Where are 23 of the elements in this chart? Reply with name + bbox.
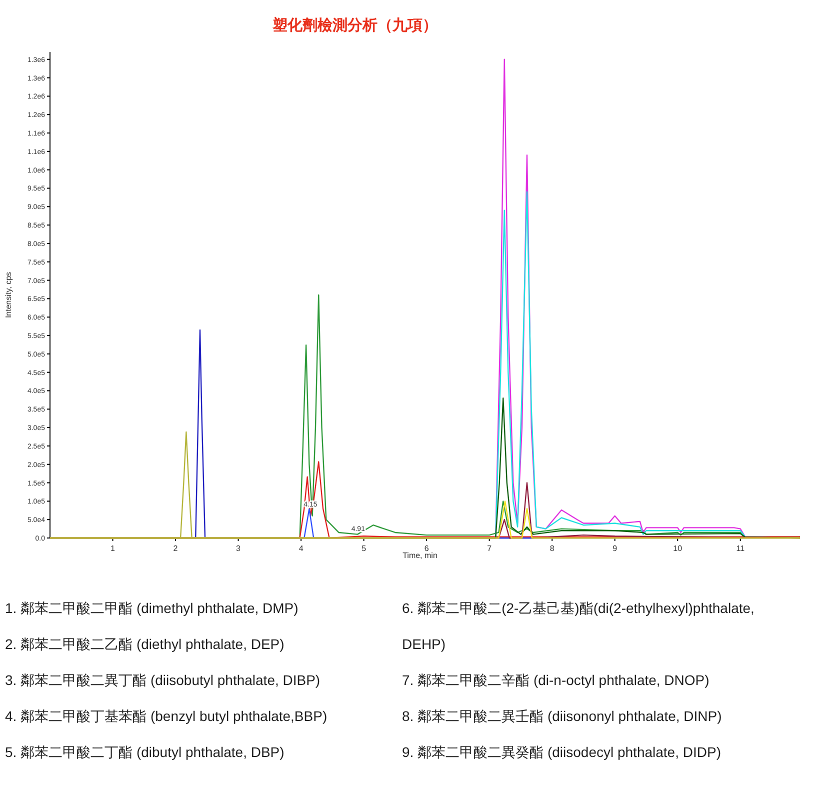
text: 3. 鄰苯二甲酸二異丁酯 (diisobutyl phthalate, DIBP): [5, 671, 322, 690]
x-tick-label: 10: [673, 544, 683, 553]
x-tick-label: 2: [173, 544, 178, 553]
text: 9. 鄰苯二甲酸二異癸酯 (diisodecyl phthalate, DIDP): [402, 743, 722, 762]
text: 8. 鄰苯二甲酸二異壬酯 (diisononyl phthalate, DINP): [402, 707, 723, 726]
text: 5. 鄰苯二甲酸二丁酯 (dibutyl phthalate, DBP): [5, 743, 286, 762]
text: 6. 鄰苯二甲酸二(2-乙基己基)酯(di(2-ethylhexyl)phthalate, DEHP): [402, 600, 754, 652]
x-tick-label: 9: [612, 544, 618, 553]
x-tick-label: 5: [362, 544, 367, 553]
x-tick-label: 11: [736, 544, 746, 553]
x-tick-label: 3: [236, 544, 242, 553]
x-tick-label: 4: [298, 544, 304, 553]
x-tick-label: 1: [110, 544, 116, 553]
chart-title: 塑化劑檢測分析（九項）: [272, 16, 438, 34]
x-tick-label: 8: [550, 544, 555, 553]
x-tick-label: 6: [424, 544, 430, 553]
y-axis-title: Intensity, cps: [4, 272, 13, 318]
text: 4. 鄰苯二甲酸丁基苯酯 (benzyl butyl phthalate,BBP): [5, 707, 328, 726]
x-tick-label: 7: [487, 544, 492, 553]
text: 7. 鄰苯二甲酸二辛酯 (di-n-octyl phthalate, DNOP): [402, 671, 710, 690]
text: 1. 鄰苯二甲酸二甲酯 (dimethyl phthalate, DMP): [5, 599, 300, 618]
text: 2. 鄰苯二甲酸二乙酯 (diethyl phthalate, DEP): [5, 635, 286, 654]
x-axis-title: Time, min: [402, 551, 438, 560]
